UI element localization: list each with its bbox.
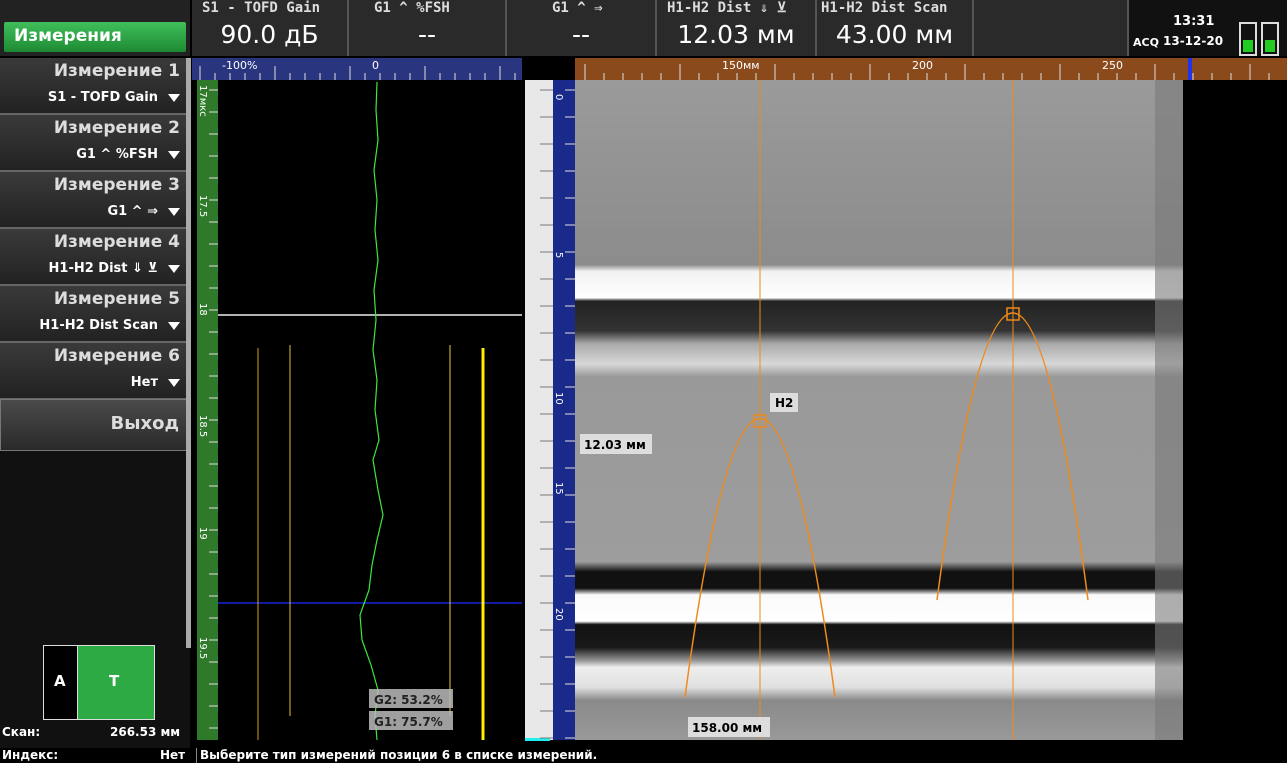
a-scan-plot (218, 80, 522, 740)
b-left-ruler-label: 5 (553, 252, 564, 258)
index-label: Индекс: (2, 748, 58, 762)
b-top-ruler-label: 250 (1102, 59, 1123, 72)
b-left-ruler-label: 20 (553, 608, 564, 621)
a-top-ruler-label: -100% (222, 59, 257, 72)
index-value: Нет (160, 748, 185, 762)
a-left-ruler-label: 19 (197, 527, 208, 540)
status-bar: Индекс: Нет Выберите тип измерений позиц… (0, 748, 1287, 763)
gate-label: G1: 75.7% (374, 715, 443, 729)
a-scroll (186, 58, 191, 648)
b-empty (1183, 80, 1287, 740)
a-top-ruler-label: 0 (372, 59, 379, 72)
screen: Измерения S1 - TOFD Gain90.0 дБ G1 ^ %FS… (0, 0, 1287, 763)
a-left-ruler-label: 19.5 (197, 637, 208, 659)
b-left-ruler (553, 80, 575, 740)
b-left-ruler-label: 0 (553, 94, 564, 100)
b-ruler-marker (1188, 58, 1192, 80)
b-scan-image (575, 80, 1183, 740)
gate-label: G2: 53.2% (374, 693, 443, 707)
a-left-ruler-label: 18 (197, 303, 208, 316)
b-left-ruler-depth (525, 80, 553, 740)
scan-views: -100% 0 17мкс 17.5 18 18.5 19 19.5 G2: 53.2% G1: … (0, 0, 1287, 748)
b-top-ruler-label: 150мм (722, 59, 760, 72)
status-divider (196, 748, 197, 763)
a-left-ruler-label: 18.5 (197, 415, 208, 437)
page: Screen {"header": {"menu_button": "Измер… (0, 0, 1287, 763)
b-corner (525, 58, 575, 80)
b-left-ruler-label: 10 (553, 392, 564, 405)
a-left-ruler-label: 17мкс (197, 85, 208, 117)
b-top-ruler-label: 200 (912, 59, 933, 72)
position-label: 158.00 мм (692, 721, 762, 735)
status-message: Выберите тип измерений позиции 6 в списк… (200, 748, 597, 762)
depth-label: 12.03 мм (584, 438, 646, 452)
hyperbola-label: H2 (775, 396, 793, 410)
b-left-ruler-label: 15 (553, 482, 564, 495)
a-left-ruler-label: 17.5 (197, 195, 208, 217)
b-image-edge (1155, 80, 1183, 740)
body: Измерения S1 - TOFD Gain90.0 дБ G1 ^ %FS… (0, 0, 1287, 763)
